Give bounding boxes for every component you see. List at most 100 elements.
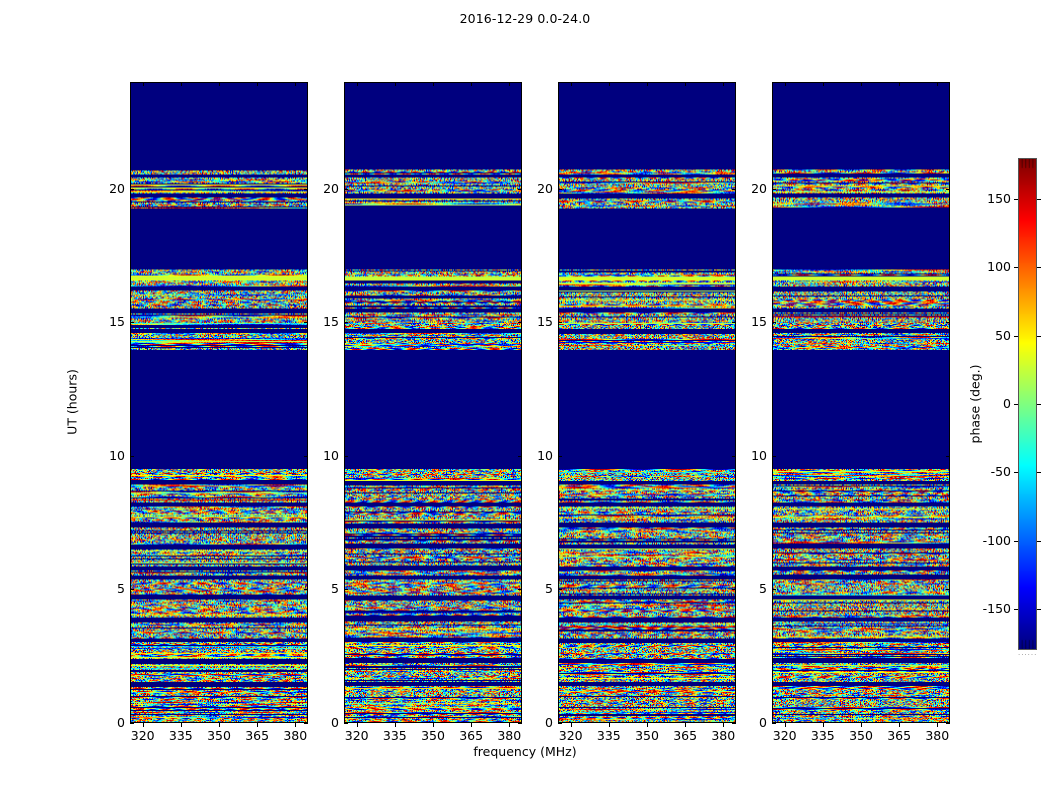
y-tick-mark	[558, 589, 562, 591]
x-tick-mark	[394, 723, 396, 727]
x-tick-mark	[433, 723, 434, 727]
y-tick-label: 0	[759, 715, 767, 730]
x-tick-label: 320	[130, 728, 155, 743]
y-tick-mark	[130, 723, 134, 724]
y-tick-label: 0	[117, 715, 125, 730]
y-tick-label: 10	[109, 447, 125, 463]
x-tick-mark	[295, 723, 297, 727]
colorbar-tick-mark	[1037, 404, 1041, 405]
y-tick-mark	[772, 723, 776, 724]
colorbar-tick-label: 0	[1003, 396, 1011, 411]
x-tick-mark-top	[257, 82, 259, 86]
y-tick-mark	[772, 589, 776, 591]
x-tick-mark	[471, 723, 473, 727]
colorbar-tick-mark-inner	[1014, 609, 1018, 610]
y-tick-mark-right	[518, 455, 522, 457]
colorbar-tick-label: -100	[982, 532, 1011, 548]
colorbar-tick-mark-inner	[1014, 472, 1018, 474]
y-tick-mark	[344, 723, 348, 724]
x-tick-mark-top	[142, 82, 144, 86]
heatmap-panel-yx[interactable]: YX, BL V4*V6	[772, 82, 950, 723]
y-tick-mark-right	[304, 589, 308, 591]
y-tick-label: 15	[537, 314, 553, 330]
y-tick-label: 20	[751, 180, 767, 196]
y-tick-mark	[344, 455, 348, 457]
colorbar-tick-label: 50	[995, 327, 1011, 343]
x-tick-label: 380	[497, 728, 522, 743]
y-tick-label: 5	[759, 581, 767, 597]
y-tick-label: 15	[109, 314, 125, 330]
y-axis-label: UT (hours)	[64, 369, 80, 435]
y-tick-mark-right	[518, 723, 522, 724]
y-tick-mark	[772, 322, 776, 324]
colorbar-tick-mark	[1037, 540, 1041, 542]
y-tick-mark-right	[732, 589, 736, 591]
colorbar-tick-label: -150	[982, 601, 1011, 616]
x-tick-label: 335	[168, 728, 193, 743]
x-tick-mark	[784, 723, 786, 727]
heatmap-panel-xx[interactable]: XX, BL V4*V6	[130, 82, 308, 723]
heatmap-panel-yy[interactable]: YY, BL V4*V6	[344, 82, 522, 723]
heatmap-image-yx	[773, 83, 949, 722]
x-tick-mark	[142, 723, 144, 727]
y-tick-mark-right	[518, 188, 522, 190]
x-tick-mark-top	[822, 82, 824, 86]
colorbar-tick-label: -50	[990, 464, 1011, 480]
colorbar-tick-mark	[1037, 199, 1041, 200]
figure-suptitle: 2016-12-29 0.0-24.0	[459, 11, 591, 26]
y-tick-mark	[130, 322, 134, 324]
x-tick-mark	[899, 723, 901, 727]
x-tick-mark-top	[608, 82, 610, 86]
y-tick-mark-right	[946, 723, 950, 724]
y-tick-label: 20	[323, 180, 339, 196]
y-tick-label: 5	[117, 581, 125, 597]
y-tick-mark-right	[946, 188, 950, 190]
colorbar-tick-mark-inner	[1014, 199, 1018, 200]
x-tick-mark	[822, 723, 824, 727]
y-tick-mark-right	[304, 322, 308, 324]
x-tick-mark	[723, 723, 725, 727]
x-axis-label: frequency (MHz)	[473, 744, 577, 759]
y-tick-mark-right	[304, 723, 308, 724]
x-tick-mark-top	[647, 82, 648, 86]
colorbar[interactable]	[1018, 158, 1037, 650]
x-tick-mark	[685, 723, 687, 727]
y-tick-mark-right	[732, 723, 736, 724]
x-tick-mark	[219, 723, 220, 727]
x-tick-label: 320	[344, 728, 369, 743]
x-tick-mark-top	[784, 82, 786, 86]
y-tick-mark-right	[732, 188, 736, 190]
x-tick-mark-top	[723, 82, 725, 86]
y-tick-label: 10	[323, 447, 339, 463]
colorbar-tick-label: 100	[987, 259, 1011, 275]
y-tick-label: 20	[109, 180, 125, 196]
x-tick-mark-top	[394, 82, 396, 86]
x-tick-label: 365	[673, 728, 698, 743]
y-tick-label: 15	[323, 314, 339, 330]
y-tick-mark	[558, 322, 562, 324]
y-tick-mark-right	[946, 589, 950, 591]
y-tick-mark	[558, 455, 562, 457]
y-tick-mark	[344, 322, 348, 324]
y-tick-mark	[130, 188, 134, 190]
colorbar-title: phase (deg.)	[967, 364, 983, 444]
colorbar-tick-mark-inner	[1014, 404, 1018, 405]
x-tick-label: 365	[245, 728, 270, 743]
heatmap-panel-xy[interactable]: XY, BL V4*V6	[558, 82, 736, 723]
colorbar-tick-mark	[1037, 472, 1041, 474]
y-tick-label: 5	[331, 581, 339, 597]
x-tick-label: 320	[772, 728, 797, 743]
y-tick-mark-right	[732, 455, 736, 457]
x-tick-mark-top	[471, 82, 473, 86]
x-tick-mark-top	[356, 82, 358, 86]
y-tick-label: 15	[751, 314, 767, 330]
y-tick-mark-right	[304, 455, 308, 457]
y-tick-mark-right	[732, 322, 736, 324]
x-tick-mark	[570, 723, 572, 727]
x-tick-mark	[861, 723, 862, 727]
x-tick-mark	[937, 723, 939, 727]
x-tick-mark-top	[861, 82, 862, 86]
y-tick-mark-right	[304, 188, 308, 190]
x-tick-label: 335	[810, 728, 835, 743]
